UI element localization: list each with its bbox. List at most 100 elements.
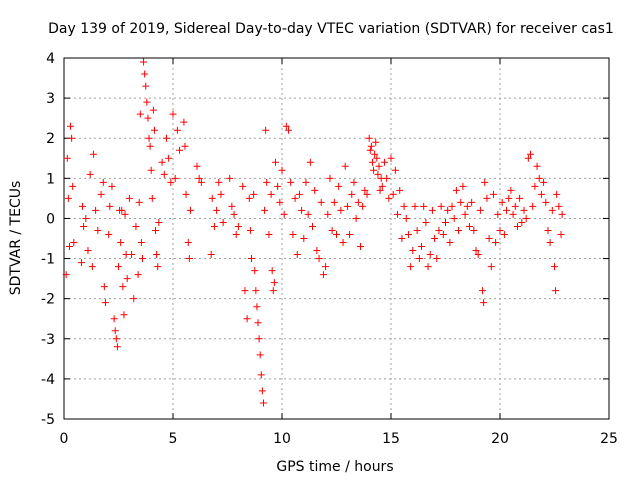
data-point <box>145 134 153 142</box>
data-point <box>552 287 560 295</box>
data-point <box>252 287 260 295</box>
data-point <box>461 210 469 218</box>
data-point <box>94 226 102 234</box>
y-tick-label: 0 <box>46 211 55 227</box>
data-point <box>479 287 487 295</box>
data-point <box>489 190 497 198</box>
data-series <box>62 58 566 407</box>
y-tick-label: 2 <box>46 131 55 147</box>
data-point <box>295 190 303 198</box>
data-point <box>529 202 537 210</box>
data-point <box>259 399 267 407</box>
data-point <box>435 226 443 234</box>
data-point <box>282 122 290 130</box>
data-point <box>352 214 360 222</box>
data-point <box>311 186 319 194</box>
y-tick-label: -1 <box>41 252 55 268</box>
data-point <box>385 194 393 202</box>
data-point <box>138 255 146 263</box>
data-point <box>141 70 149 78</box>
data-point <box>243 315 251 323</box>
data-point <box>300 235 308 242</box>
data-point <box>118 206 126 214</box>
y-tick-label: 4 <box>46 51 55 67</box>
data-point <box>135 198 143 206</box>
data-point <box>160 170 168 178</box>
data-point <box>193 162 201 170</box>
data-point <box>542 198 550 206</box>
data-point <box>375 162 383 170</box>
data-point <box>89 150 97 158</box>
data-point <box>463 202 471 210</box>
data-point <box>446 239 454 247</box>
data-point <box>291 194 299 202</box>
x-tick-label: 10 <box>273 431 291 447</box>
data-point <box>278 166 286 174</box>
data-point <box>558 210 566 218</box>
data-point <box>195 174 203 182</box>
data-point <box>132 222 140 230</box>
data-point <box>257 371 265 379</box>
data-point <box>250 190 258 198</box>
data-point <box>426 251 434 259</box>
data-point <box>361 186 369 194</box>
data-point <box>465 222 473 230</box>
data-point <box>524 154 532 162</box>
data-point <box>472 247 480 255</box>
data-point <box>354 198 362 206</box>
data-point <box>185 255 193 263</box>
data-point <box>509 210 517 218</box>
data-point <box>256 351 264 359</box>
data-point <box>110 315 118 323</box>
data-point <box>230 210 238 218</box>
data-point <box>251 267 259 275</box>
data-point <box>158 158 166 166</box>
data-point <box>551 263 558 271</box>
data-point <box>119 283 127 291</box>
data-point <box>82 214 90 222</box>
data-point <box>317 198 325 206</box>
data-point <box>505 194 513 202</box>
data-point <box>208 194 216 202</box>
data-point <box>113 343 121 351</box>
data-point <box>330 198 338 206</box>
data-point <box>153 251 161 259</box>
data-point <box>226 174 234 182</box>
data-point <box>121 210 129 218</box>
data-point <box>304 210 312 218</box>
data-point <box>313 247 321 255</box>
data-point <box>197 178 205 186</box>
data-point <box>86 170 94 178</box>
data-point <box>516 194 524 202</box>
data-point <box>228 202 236 210</box>
data-point <box>420 202 428 210</box>
data-point <box>263 178 271 186</box>
data-point <box>136 110 144 118</box>
data-point <box>101 299 109 307</box>
data-point <box>535 174 543 182</box>
data-point <box>302 178 310 186</box>
data-point <box>376 186 384 194</box>
data-point <box>120 311 128 319</box>
data-point <box>111 327 119 335</box>
data-point <box>232 230 240 238</box>
data-point <box>448 202 456 210</box>
data-point <box>142 82 150 90</box>
data-point <box>306 158 314 166</box>
data-point <box>476 206 484 214</box>
data-point <box>480 299 488 307</box>
data-point <box>128 251 136 259</box>
data-point <box>106 202 114 210</box>
y-tick-label: 1 <box>46 171 55 187</box>
data-point <box>146 142 154 150</box>
y-tick-label: -3 <box>41 332 55 348</box>
data-point <box>152 226 160 234</box>
data-point <box>265 230 273 238</box>
data-point <box>184 239 192 247</box>
data-point <box>326 174 334 182</box>
data-point <box>359 202 367 210</box>
data-point <box>84 247 92 255</box>
data-point <box>439 230 447 238</box>
data-point <box>234 222 242 230</box>
data-point <box>270 279 278 287</box>
